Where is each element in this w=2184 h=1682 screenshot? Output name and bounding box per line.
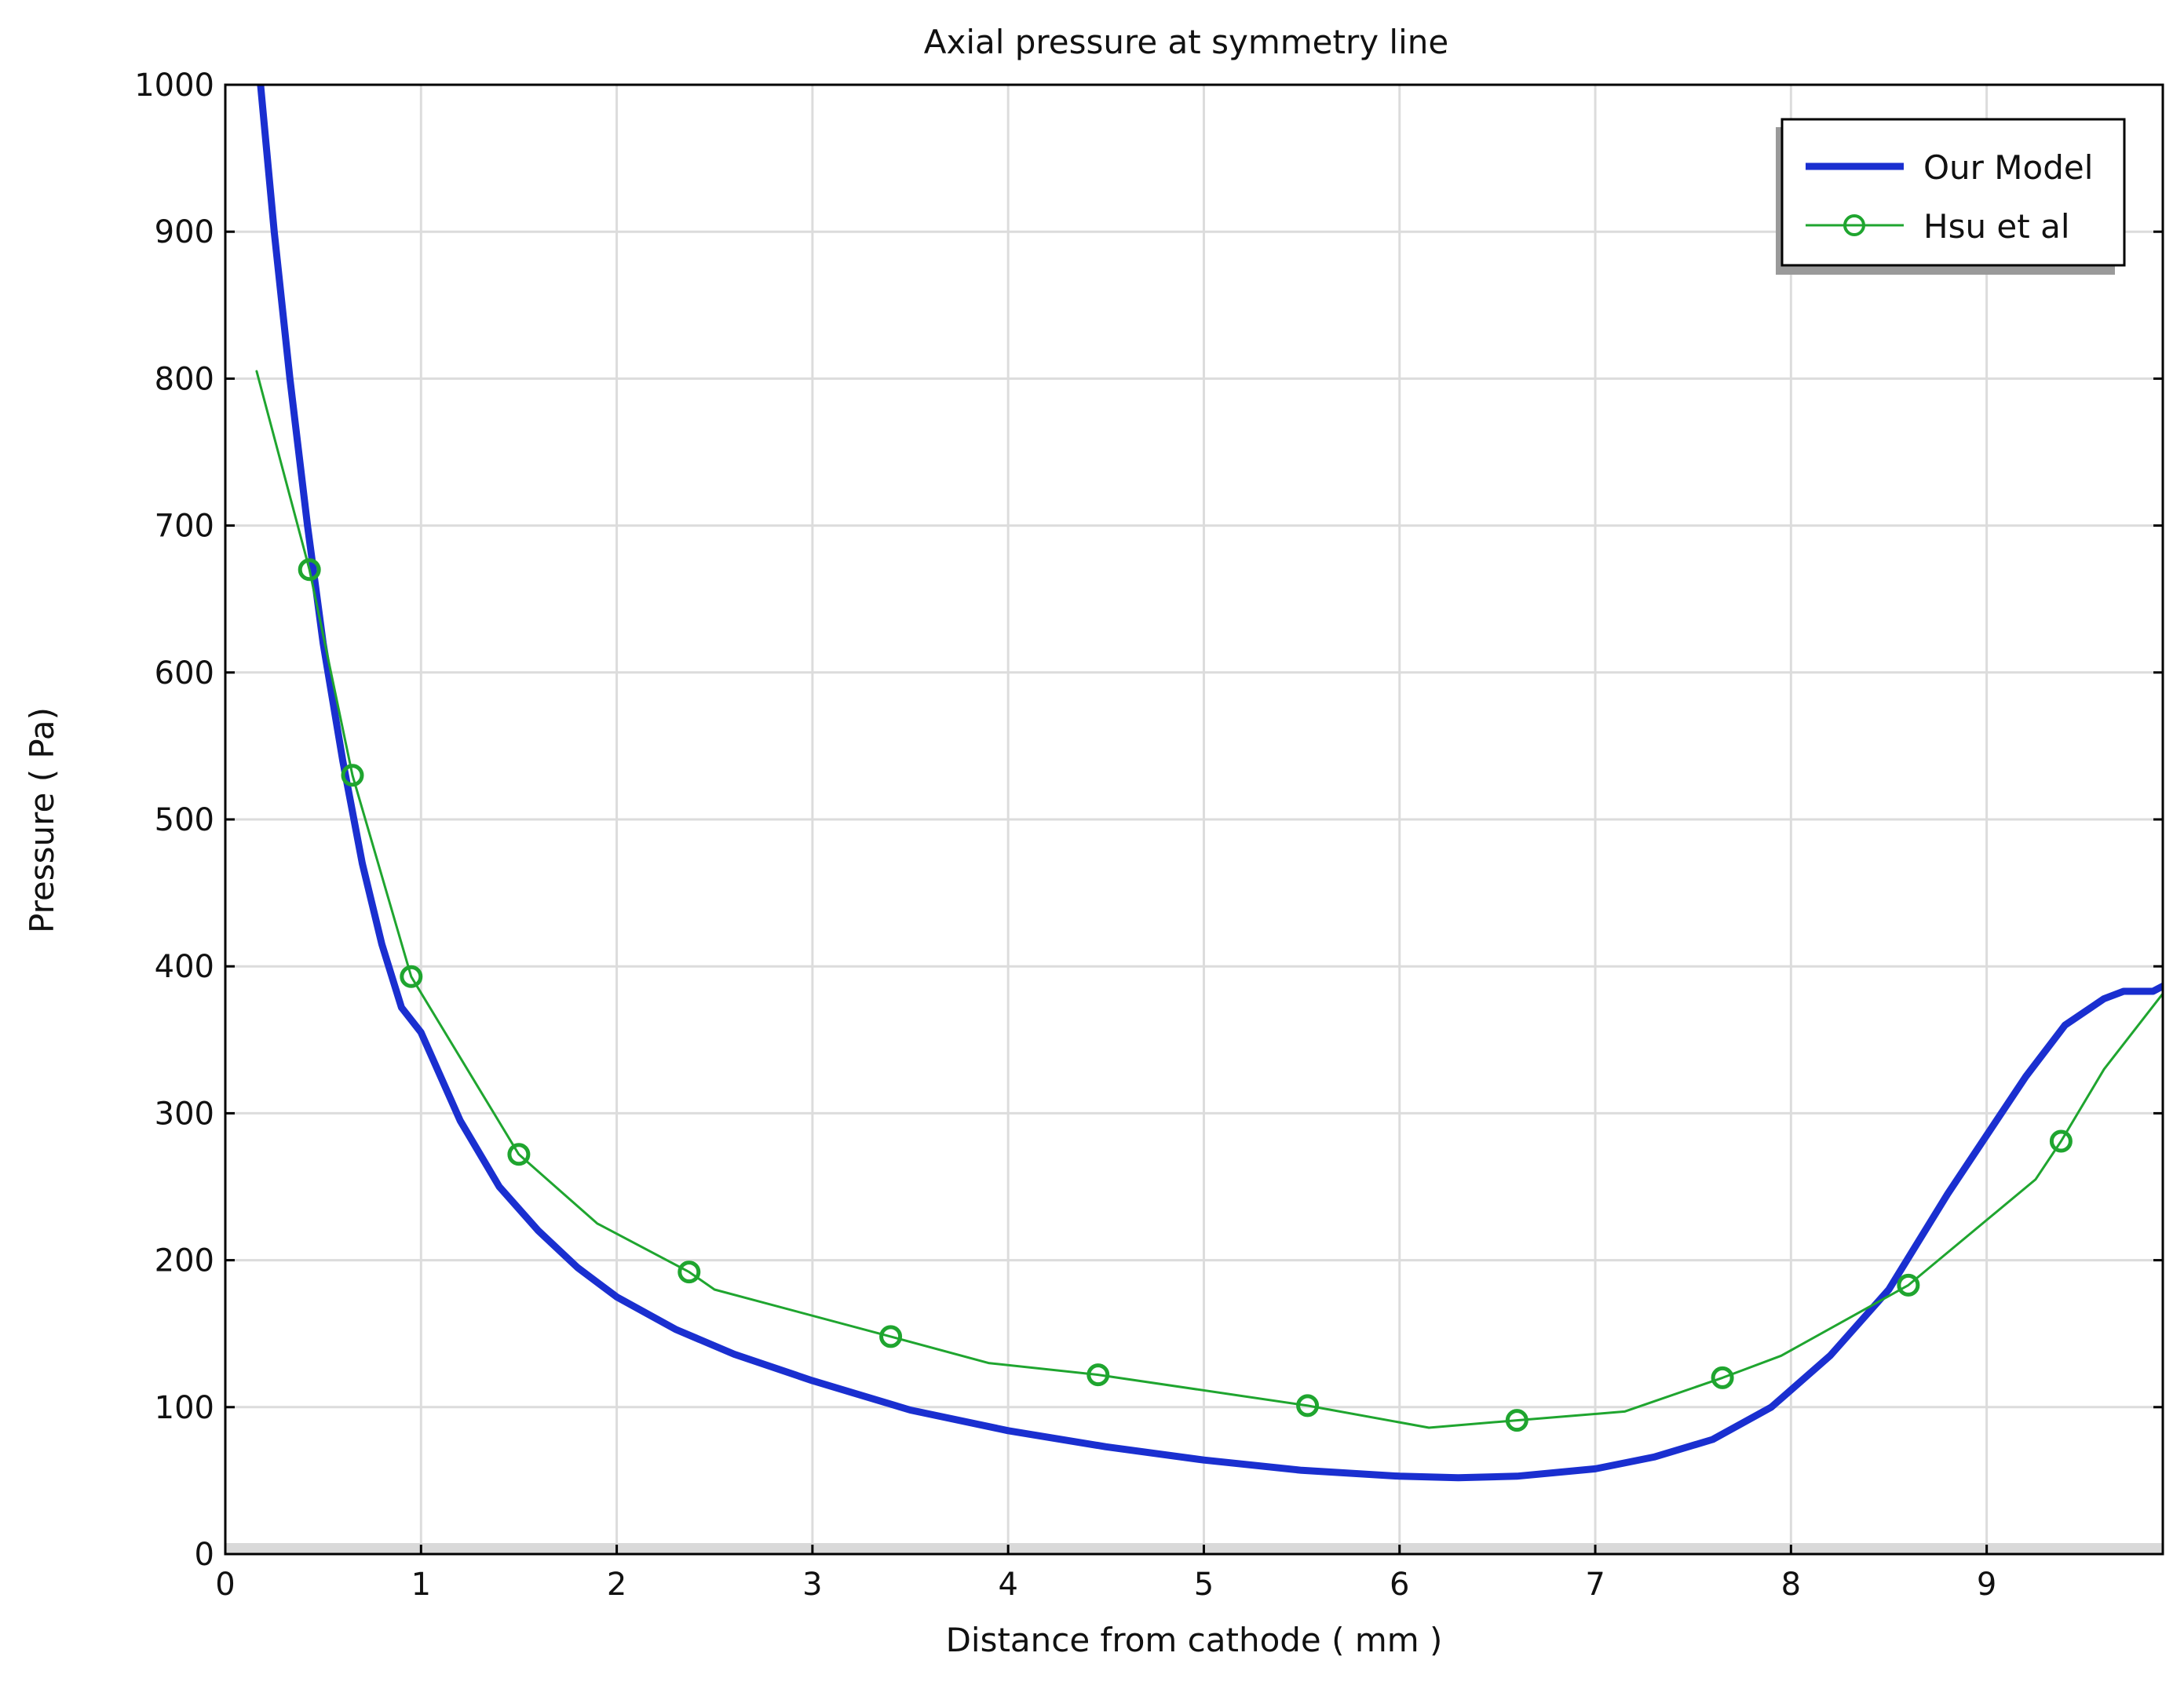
data-point-hsu-et-al (1296, 1394, 1320, 1417)
y-axis-title: Pressure ( Pa) (23, 707, 61, 933)
series-layer (255, 85, 2163, 1482)
x-axis-band (225, 1543, 2163, 1554)
data-point-hsu-et-al (879, 1325, 903, 1348)
data-point-hsu-et-al (400, 965, 423, 988)
data-point-hsu-et-al (1505, 1409, 1528, 1432)
series-line-hsu-et-al (255, 370, 2163, 1429)
y-tick-label: 900 (155, 214, 214, 250)
x-tick-label: 6 (1390, 1567, 1409, 1603)
data-point-hsu-et-al (1897, 1273, 1920, 1297)
legend-label-our-model: Our Model (1923, 148, 2093, 187)
y-tick-label: 600 (155, 655, 214, 691)
data-point-hsu-et-al (298, 558, 321, 582)
y-tick-label: 200 (155, 1243, 214, 1279)
x-tick-label: 8 (1781, 1567, 1801, 1603)
chart-title: Axial pressure at symmetry line (924, 23, 1448, 61)
data-point-hsu-et-al (2049, 1129, 2073, 1153)
data-point-hsu-et-al (507, 1143, 531, 1166)
data-point-hsu-et-al (677, 1261, 701, 1284)
x-tick-label: 7 (1585, 1567, 1605, 1603)
y-tick-label: 1000 (134, 67, 214, 104)
y-tick-label: 700 (155, 509, 214, 545)
y-tick-label: 800 (155, 361, 214, 397)
tick-labels: 0 1 2 3 4 5 6 7 8 9 0 100 200 300 400 500 600 700 800 900 10… (134, 67, 2163, 1603)
x-axis-title: Distance from cathode ( mm ) (946, 1621, 1443, 1659)
x-tick-label: 3 (802, 1567, 822, 1603)
legend-marker-hsu (1843, 214, 1865, 236)
grid (225, 85, 2163, 1554)
legend-label-hsu: Hsu et al (1923, 207, 2070, 246)
x-tick-label: 5 (1194, 1567, 1214, 1603)
data-point-hsu-et-al (1087, 1363, 1110, 1387)
series-line-our-model (257, 85, 2163, 1482)
data-point-hsu-et-al (341, 764, 364, 787)
y-tick-label: 100 (155, 1390, 214, 1426)
x-tick-label: 2 (607, 1567, 626, 1603)
legend-box (1780, 118, 2126, 267)
y-tick-label: 400 (155, 949, 214, 985)
y-tick-label: 500 (155, 802, 214, 838)
x-tick-label: 1 (411, 1567, 431, 1603)
data-point-hsu-et-al (1711, 1366, 1734, 1389)
y-tick-label: 300 (155, 1096, 214, 1132)
x-tick-label: 0 (215, 1567, 235, 1603)
y-tick-label: 0 (195, 1537, 214, 1573)
x-tick-label: 9 (1977, 1567, 1996, 1603)
legend: Our Model Hsu et al (1776, 118, 2126, 275)
x-tick-label: 4 (998, 1567, 1017, 1603)
